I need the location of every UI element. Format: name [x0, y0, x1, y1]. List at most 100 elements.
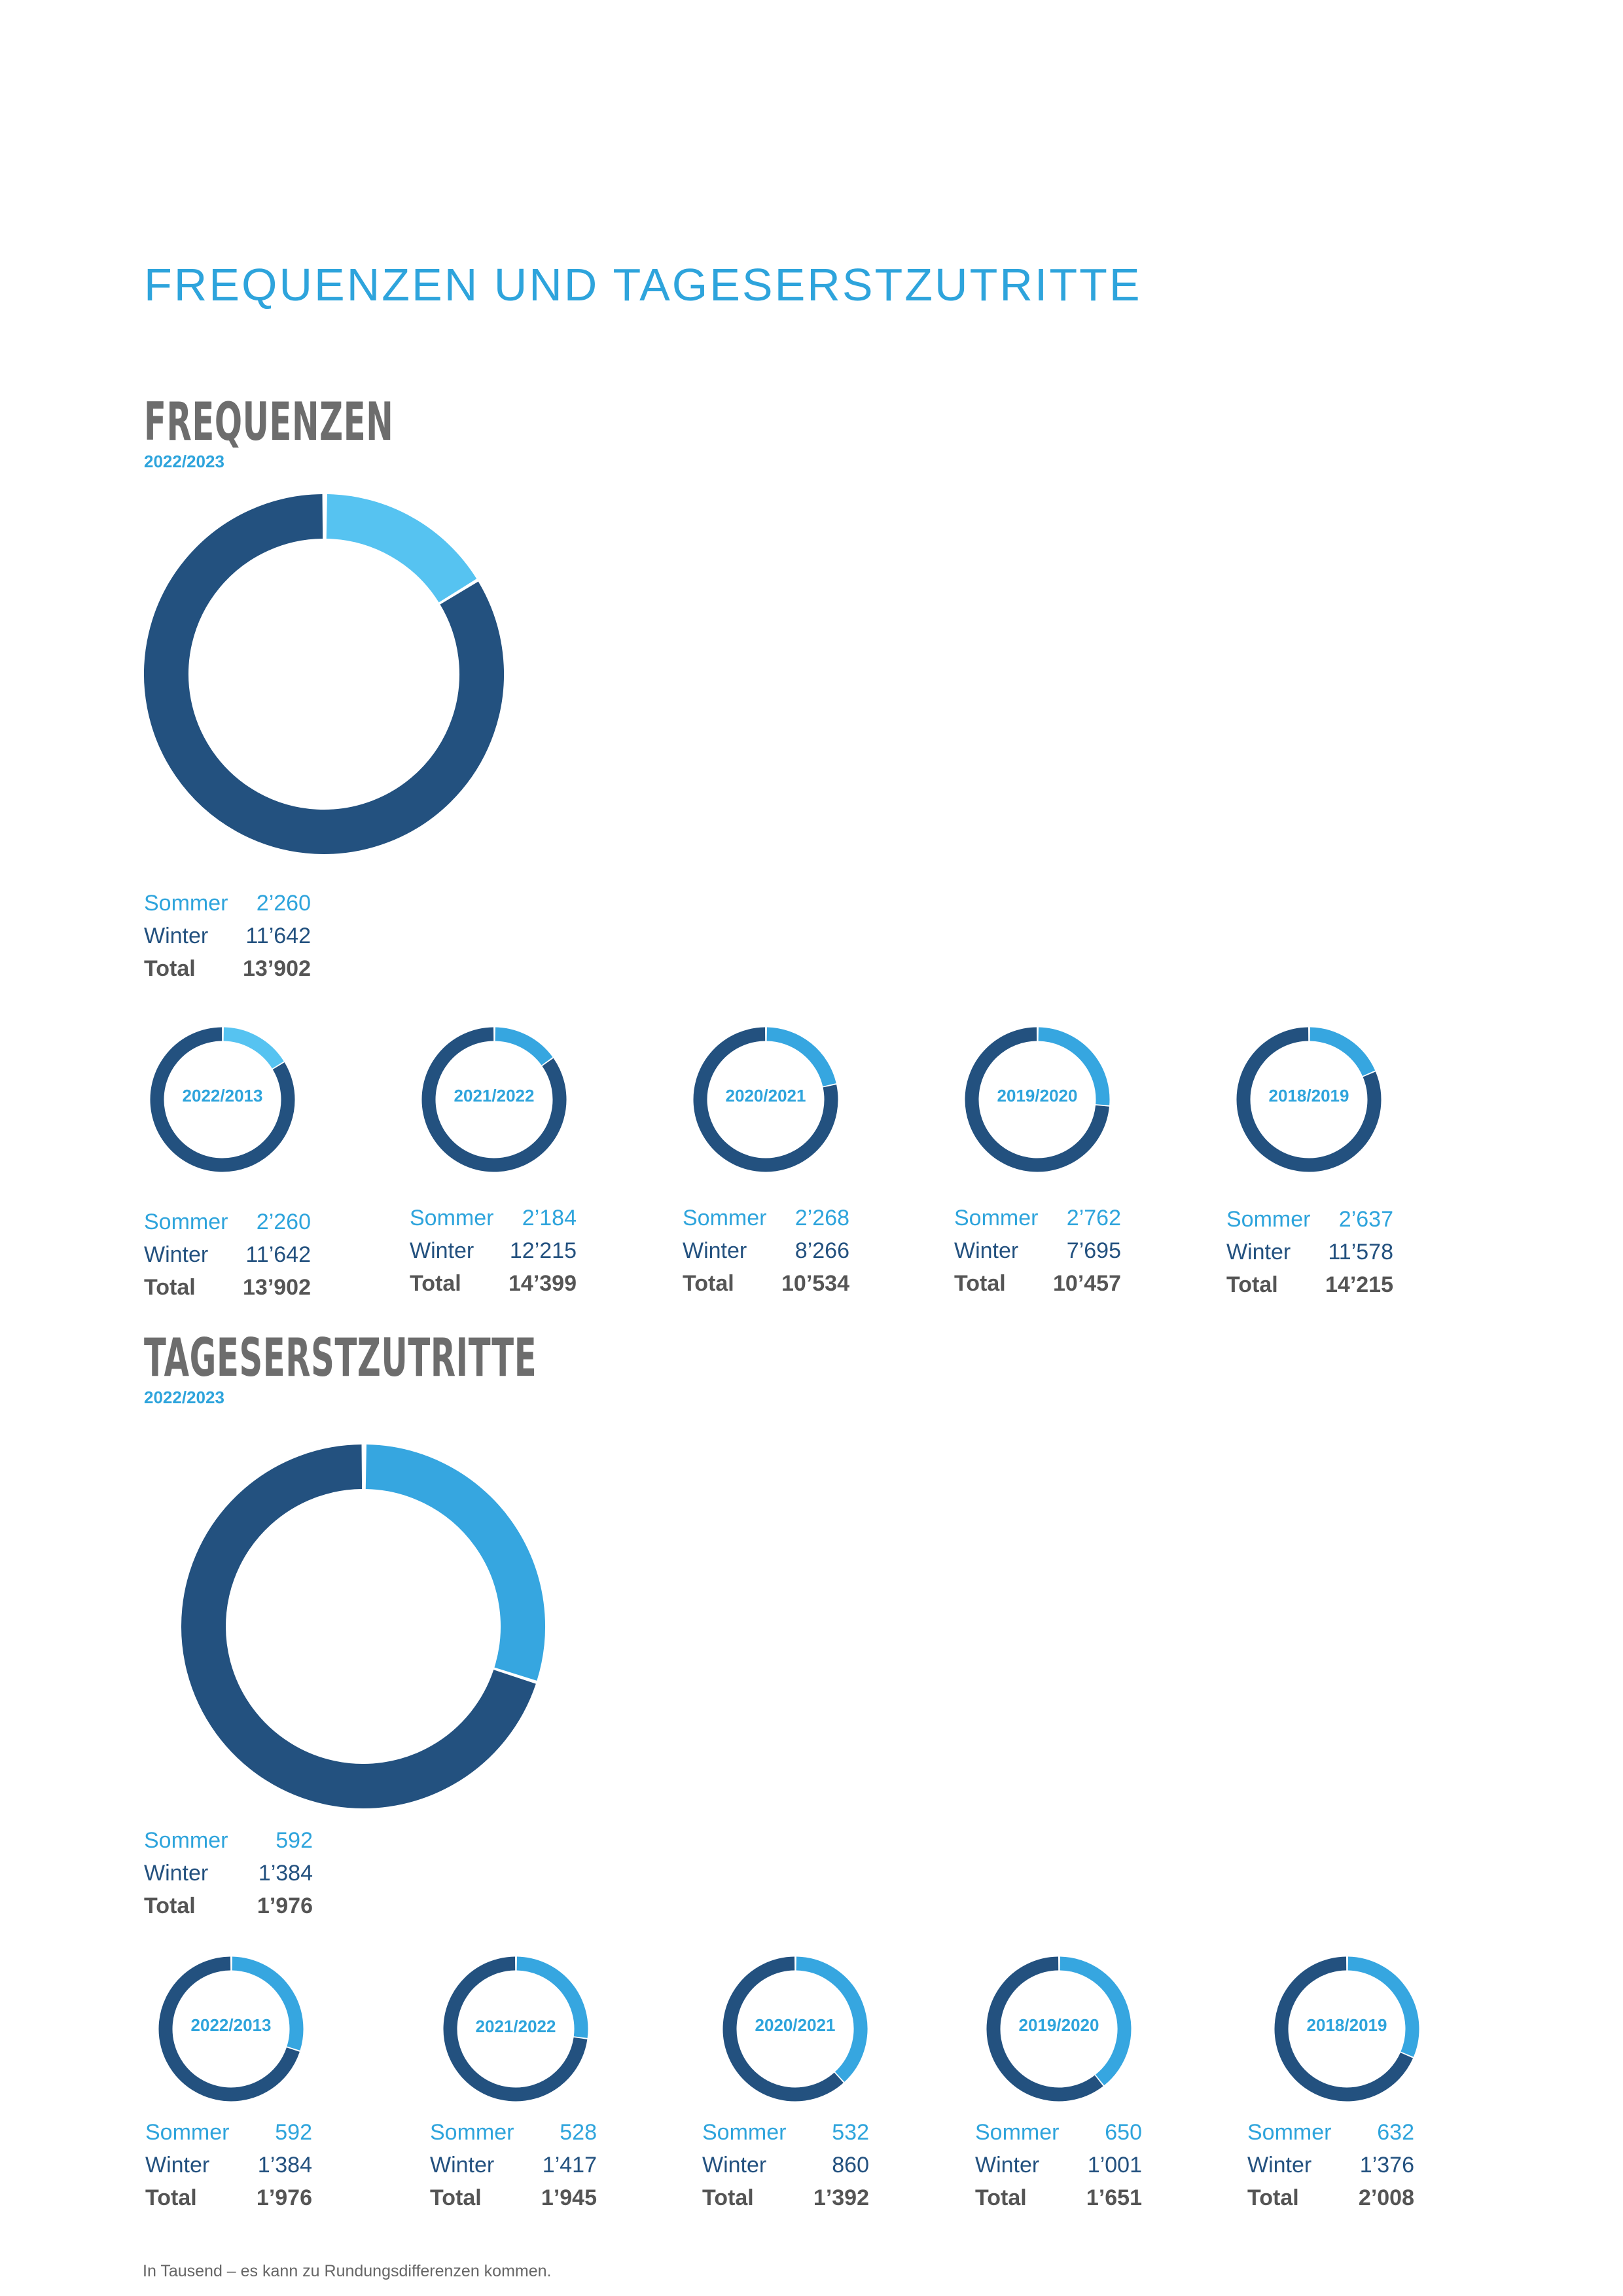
donut-frequenzen-main	[144, 494, 504, 854]
donut-slice-winter	[144, 494, 504, 854]
legend-row-winter: Winter 1’376	[1247, 2149, 1414, 2181]
section-heading-tageserstzutritte: TAGESERSTZUTRITTE	[144, 1327, 537, 1388]
donut-slice-summer	[232, 1956, 304, 2051]
legend-row-summer: Sommer 650	[975, 2116, 1142, 2149]
donut-slice-winter	[158, 1956, 300, 2102]
legend-label: Total	[702, 2185, 754, 2210]
donut-center-label: 2018/2019	[1306, 2015, 1387, 2035]
legend-label: Sommer	[144, 1210, 228, 1234]
legend-label: Winter	[144, 1861, 209, 1886]
legend-label: Winter	[954, 1238, 1019, 1263]
legend-label: Sommer	[430, 2120, 514, 2145]
legend-value: 2’762	[1066, 1206, 1121, 1230]
donut-tageserstzutritte-2018-2019	[1274, 1956, 1419, 2102]
legend-row-total: Total 10’534	[683, 1267, 849, 1300]
legend-row-total: Total 1’392	[702, 2181, 869, 2214]
legend-value: 860	[832, 2153, 869, 2178]
legend-row-summer: Sommer 2’762	[954, 1202, 1121, 1234]
legend-value: 1’384	[257, 2153, 312, 2178]
legend-value: 592	[275, 2120, 312, 2145]
donut-slice-summer	[1060, 1956, 1132, 2086]
legend-row-winter: Winter 1’001	[975, 2149, 1142, 2181]
legend-row-total: Total 1’976	[145, 2181, 312, 2214]
legend-label: Total	[410, 1271, 461, 1296]
donut-frequenzen-2022-2013	[150, 1027, 295, 1172]
legend-label: Sommer	[702, 2120, 787, 2145]
donut-center-label: 2018/2019	[1268, 1086, 1349, 1105]
donut-slice-summer	[365, 1444, 545, 1681]
legend-label: Total	[144, 956, 196, 981]
legend-row-total: Total 1’651	[975, 2181, 1142, 2214]
legend-row-summer: Sommer 2’184	[410, 1202, 577, 1234]
donut-center-label: 2019/2020	[1018, 2015, 1099, 2035]
legend-frequenzen-2019-2020: Sommer 2’762 Winter 7’695 Total 10’457	[954, 1202, 1121, 1300]
legend-frequenzen-2020-2021: Sommer 2’268 Winter 8’266 Total 10’534	[683, 1202, 849, 1300]
legend-row-summer: Sommer 2’260	[144, 1206, 311, 1238]
legend-value: 2’184	[522, 1206, 577, 1230]
legend-label: Winter	[683, 1238, 747, 1263]
legend-label: Winter	[410, 1238, 474, 1263]
legend-row-winter: Winter 7’695	[954, 1234, 1121, 1267]
legend-value: 2’008	[1358, 2185, 1414, 2210]
legend-value: 1’945	[541, 2185, 597, 2210]
legend-value: 14’399	[508, 1271, 577, 1296]
legend-label: Winter	[144, 924, 209, 948]
legend-row-winter: Winter 12’215	[410, 1234, 577, 1267]
legend-label: Winter	[145, 2153, 210, 2178]
donut-tageserstzutritte-main	[181, 1444, 545, 1808]
legend-label: Sommer	[683, 1206, 767, 1230]
legend-label: Total	[145, 2185, 197, 2210]
legend-value: 632	[1377, 2120, 1414, 2145]
donut-center-label: 2021/2022	[454, 1086, 535, 1105]
legend-label: Total	[683, 1271, 734, 1296]
legend-value: 12’215	[509, 1238, 577, 1263]
legend-value: 650	[1105, 2120, 1142, 2145]
legend-row-total: Total 1’976	[144, 1890, 313, 1922]
legend-value: 528	[560, 2120, 597, 2145]
legend-label: Total	[144, 1275, 196, 1300]
legend-row-winter: Winter 1’384	[144, 1857, 313, 1890]
donut-slice-summer	[796, 1956, 868, 2082]
legend-row-total: Total 14’215	[1226, 1268, 1393, 1301]
legend-label: Sommer	[954, 1206, 1039, 1230]
donut-slice-winter	[1236, 1027, 1382, 1172]
legend-value: 1’376	[1359, 2153, 1414, 2178]
donut-center-label: 2020/2021	[725, 1086, 806, 1105]
legend-row-summer: Sommer 592	[144, 1824, 313, 1857]
legend-label: Winter	[975, 2153, 1040, 2178]
legend-tageserstzutritte-2020-2021: Sommer 532 Winter 860 Total 1’392	[702, 2116, 869, 2214]
donut-slice-summer	[223, 1027, 284, 1069]
legend-row-summer: Sommer 592	[145, 2116, 312, 2149]
legend-label: Total	[430, 2185, 482, 2210]
legend-row-summer: Sommer 528	[430, 2116, 597, 2149]
legend-value: 2’637	[1338, 1207, 1393, 1232]
donut-slice-winter	[722, 1956, 844, 2102]
legend-value: 8’266	[794, 1238, 849, 1263]
legend-value: 10’534	[781, 1271, 849, 1296]
donut-tageserstzutritte-2021-2022	[443, 1956, 588, 2102]
legend-value: 1’651	[1086, 2185, 1142, 2210]
legend-row-summer: Sommer 2’260	[144, 887, 311, 920]
donut-frequenzen-2018-2019	[1236, 1027, 1382, 1172]
legend-value: 1’976	[256, 2185, 312, 2210]
legend-tageserstzutritte-2022-2013: Sommer 592 Winter 1’384 Total 1’976	[145, 2116, 312, 2214]
legend-value: 2’260	[256, 1210, 311, 1234]
donut-center-label: 2022/2013	[182, 1086, 263, 1105]
legend-row-summer: Sommer 2’637	[1226, 1203, 1393, 1236]
legend-tageserstzutritte-main: Sommer 592 Winter 1’384 Total 1’976	[144, 1824, 313, 1922]
donut-slice-winter	[965, 1027, 1109, 1172]
donut-slice-summer	[326, 494, 477, 603]
donut-slice-summer	[516, 1956, 588, 2038]
legend-row-winter: Winter 11’578	[1226, 1236, 1393, 1268]
donut-slice-winter	[421, 1027, 567, 1172]
legend-row-winter: Winter 11’642	[144, 1238, 311, 1271]
legend-row-total: Total 2’008	[1247, 2181, 1414, 2214]
donut-slice-winter	[443, 1956, 588, 2102]
legend-label: Total	[1247, 2185, 1299, 2210]
donut-slice-summer	[1038, 1027, 1110, 1105]
legend-row-total: Total 13’902	[144, 1271, 311, 1304]
legend-value: 14’215	[1325, 1272, 1393, 1297]
legend-label: Sommer	[1226, 1207, 1311, 1232]
legend-label: Sommer	[145, 2120, 230, 2145]
legend-value: 2’268	[794, 1206, 849, 1230]
